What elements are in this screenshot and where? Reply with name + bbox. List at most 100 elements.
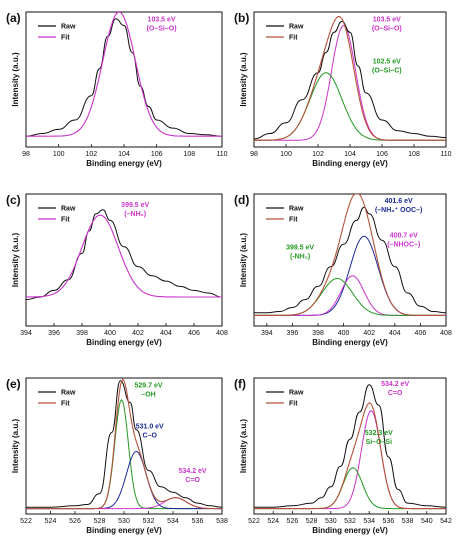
x-tick-label: 102 (85, 151, 97, 158)
legend-label-raw: Raw (61, 24, 76, 31)
component-peak-line (254, 467, 446, 510)
panel-label: (f) (234, 377, 246, 391)
component-peak-line (254, 275, 446, 316)
x-tick-label: 540 (421, 518, 433, 525)
x-tick-label: 394 (20, 330, 32, 337)
panel-label: (d) (234, 193, 249, 207)
peak-annotation: Si–O–Si (366, 439, 393, 446)
x-tick-label: 404 (389, 330, 401, 337)
plot-area (254, 15, 446, 141)
y-axis-title: Intensity (a.u.) (239, 233, 248, 288)
legend-label-raw: Raw (61, 390, 76, 397)
x-tick-label: 526 (287, 518, 299, 525)
peak-annotation: 534.2 eV (179, 468, 207, 475)
plot-area (254, 384, 446, 510)
x-tick-label: 534 (363, 518, 375, 525)
peak-annotation: (–NH₂) (124, 211, 146, 218)
peak-annotation: 531.0 eV (136, 423, 164, 430)
panel-f: 522 524 526 528 530 532 534 536 538 540 542 Binding… (234, 377, 452, 535)
peak-annotation: (–NHOC–) (387, 242, 420, 249)
legend-label-raw: Raw (289, 206, 304, 213)
fit-line (254, 402, 446, 510)
peak-annotation: 399.5 eV (286, 244, 314, 251)
panel-d: 394 396 398 400 402 404 406 408 Binding energy (… (234, 193, 452, 347)
x-tick-label: 396 (287, 330, 299, 337)
x-tick-label: 532 (143, 518, 155, 525)
legend-label-fit: Fit (61, 35, 70, 42)
x-tick-label: 538 (216, 518, 228, 525)
x-tick-label: 522 (20, 518, 32, 525)
peak-annotation: 399.5 eV (121, 202, 149, 209)
legend-label-fit: Fit (61, 217, 70, 224)
x-tick-label: 106 (376, 151, 388, 158)
fit-line (254, 194, 446, 316)
peak-annotation: (O–Si–C) (372, 67, 402, 74)
y-axis-title: Intensity (a.u.) (239, 52, 248, 107)
panel-label: (b) (234, 11, 249, 25)
peak-annotation: (-NH₂) (290, 253, 310, 260)
plot-frame (25, 377, 223, 515)
legend-label-fit: Fit (61, 401, 70, 408)
x-tick-label: 536 (383, 518, 395, 525)
x-tick-label: 404 (160, 330, 172, 337)
legend-label-fit: Fit (289, 217, 298, 224)
y-axis-title: Intensity (a.u.) (11, 233, 20, 288)
x-tick-label: 108 (408, 151, 420, 158)
raw-data-line (26, 18, 222, 137)
panel-label: (e) (6, 377, 21, 391)
x-axis-title: Binding energy (eV) (312, 338, 388, 347)
x-tick-label: 100 (280, 151, 292, 158)
x-tick-label: 522 (248, 518, 260, 525)
y-axis-title: Intensity (a.u.) (11, 419, 20, 474)
x-tick-label: 408 (440, 330, 452, 337)
legend-label-fit: Fit (289, 35, 298, 42)
x-tick-label: 534 (167, 518, 179, 525)
x-tick-label: 526 (69, 518, 81, 525)
x-tick-label: 532 (344, 518, 356, 525)
peak-annotation: C=O (388, 390, 403, 397)
x-tick-label: 538 (402, 518, 414, 525)
panel-c: 394 396 398 400 402 404 406 408 Binding energy (… (6, 193, 228, 347)
x-tick-label: 100 (53, 151, 65, 158)
raw-data-line (26, 380, 222, 508)
x-tick-label: 402 (132, 330, 144, 337)
panel-label: (a) (6, 11, 21, 25)
peak-annotation: 102.5 eV (373, 58, 401, 65)
x-axis-title: Binding energy (eV) (312, 159, 388, 168)
peak-annotation: 534.2 eV (381, 381, 409, 388)
peak-annotation: (–NH₃⁺ OOC–) (375, 206, 422, 214)
fit-line (254, 15, 446, 141)
peak-annotation: –OH (141, 392, 155, 399)
x-tick-label: 108 (183, 151, 195, 158)
peak-annotation: 529.7 eV (134, 383, 162, 390)
x-tick-label: 524 (45, 518, 57, 525)
x-tick-label: 110 (440, 151, 451, 158)
fit-line (26, 214, 222, 298)
component-peak-line (254, 278, 446, 316)
fit-line (26, 12, 222, 137)
plot-area (26, 378, 222, 510)
x-axis-title: Binding energy (eV) (86, 526, 162, 535)
x-tick-label: 528 (306, 518, 318, 525)
y-axis-title: Intensity (a.u.) (11, 52, 20, 107)
peak-annotation: 532.3 eV (365, 430, 393, 437)
x-tick-label: 400 (338, 330, 350, 337)
x-tick-label: 536 (192, 518, 204, 525)
y-axis-title: Intensity (a.u.) (239, 419, 248, 474)
x-tick-label: 398 (76, 330, 88, 337)
x-tick-label: 528 (94, 518, 106, 525)
raw-data-line (254, 206, 446, 314)
peak-annotation: 103.5 eV (148, 16, 176, 23)
plot-area (254, 194, 446, 316)
x-tick-label: 98 (250, 151, 258, 158)
plot-frame (253, 377, 447, 515)
x-axis-title: Binding energy (eV) (86, 338, 162, 347)
x-tick-label: 394 (261, 330, 273, 337)
plot-area (26, 12, 222, 137)
legend-label-raw: Raw (289, 390, 304, 397)
plot-frame (25, 193, 223, 327)
panel-b: 98 100 102 104 106 108 110 Binding energy (eV) I… (234, 11, 452, 168)
panel-a: 98 100 102 104 106 108 110 Binding energy (eV) I… (6, 11, 228, 168)
x-tick-label: 406 (415, 330, 427, 337)
